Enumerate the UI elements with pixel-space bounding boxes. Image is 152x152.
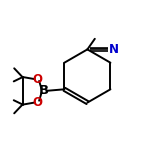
Text: N: N <box>109 43 119 56</box>
Text: O: O <box>32 73 42 86</box>
Text: O: O <box>32 96 42 109</box>
Text: B: B <box>39 84 49 97</box>
